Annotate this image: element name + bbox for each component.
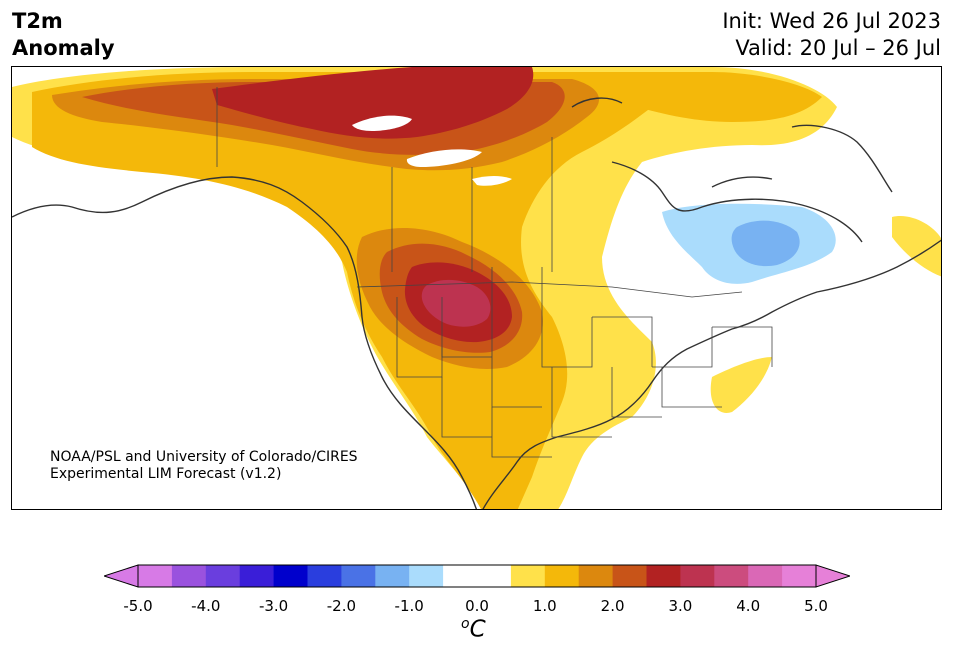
colorbar-swatch: [409, 565, 444, 587]
coastlines: [12, 97, 941, 509]
colorbar-tick-label: 0.0: [465, 597, 489, 615]
state-borders: [216, 87, 773, 458]
credit-text: NOAA/PSL and University of Colorado/CIRE…: [50, 449, 358, 483]
colorbar-tick-label: -5.0: [123, 597, 153, 615]
colorbar-swatch: [714, 565, 749, 587]
valid-range: Valid: 20 Jul – 26 Jul: [735, 36, 941, 60]
colorbar-tick-label: 1.0: [532, 597, 557, 615]
cool-band-2: [731, 220, 800, 267]
colorbar-tick-label: -2.0: [326, 597, 357, 615]
colorbar-swatch: [341, 565, 376, 587]
colorbar-tick-label: 5.0: [804, 597, 828, 615]
credit-line-2: Experimental LIM Forecast (v1.2): [50, 466, 282, 482]
colorbar-swatch: [375, 565, 410, 587]
map-canvas: [12, 67, 941, 509]
anomaly-band-1-0-north: [592, 72, 822, 122]
credit-line-1: NOAA/PSL and University of Colorado/CIRE…: [50, 449, 358, 465]
map-title: T2m Anomaly: [12, 8, 115, 62]
anomaly-band-3-0: [421, 279, 491, 327]
colorbar-swatch: [239, 565, 275, 587]
title-line-2: Anomaly: [12, 36, 115, 60]
colorbar-swatch: [612, 565, 647, 587]
title-line-1: T2m: [12, 9, 63, 33]
anomaly-band-0-5-labrador: [892, 216, 941, 277]
colorbar-tick-label: 4.0: [736, 597, 761, 615]
colorbar-swatch: [578, 565, 614, 587]
lake-great-bear: [352, 115, 412, 131]
colorbar-segments: [104, 564, 850, 588]
colorbar-tick-label: -3.0: [258, 597, 289, 615]
colorbar-swatch: [477, 565, 512, 587]
colorbar-outline: [137, 564, 817, 588]
colorbar-swatch: [443, 565, 478, 587]
colorbar-tick-label: -1.0: [394, 597, 424, 615]
anomaly-map: NOAA/PSL and University of Colorado/CIRE…: [11, 66, 942, 510]
colorbar-extend-low: [104, 564, 139, 588]
anomaly-band-2-5: [212, 67, 534, 139]
colorbar-swatch: [205, 565, 241, 587]
colorbar: [104, 564, 850, 588]
colorbar-swatch: [680, 565, 715, 587]
colorbar-tick-label: -4.0: [191, 597, 221, 615]
colorbar-tick-label: 2.0: [600, 597, 625, 615]
anomaly-band-0-5-east: [710, 357, 772, 413]
lake-great-slave: [406, 149, 482, 167]
colorbar-swatch: [748, 565, 783, 587]
colorbar-units: oC: [461, 616, 486, 643]
lake-athabasca: [472, 176, 512, 186]
colorbar-swatch: [138, 565, 173, 587]
colorbar-swatch: [782, 565, 817, 587]
colorbar-tick-label: 3.0: [668, 597, 693, 615]
forecast-dates: Init: Wed 26 Jul 2023 Valid: 20 Jul – 26…: [722, 8, 941, 62]
colorbar-swatch: [646, 565, 681, 587]
colorbar-swatch: [273, 565, 308, 587]
colorbar-extend-high: [815, 564, 850, 588]
units-degree: o: [461, 616, 470, 632]
colorbar-swatch: [171, 565, 207, 587]
colorbar-swatch: [307, 565, 342, 587]
init-date: Init: Wed 26 Jul 2023: [722, 9, 941, 33]
colorbar-swatch: [544, 565, 580, 587]
units-letter: C: [469, 616, 486, 643]
colorbar-swatch: [510, 565, 546, 587]
